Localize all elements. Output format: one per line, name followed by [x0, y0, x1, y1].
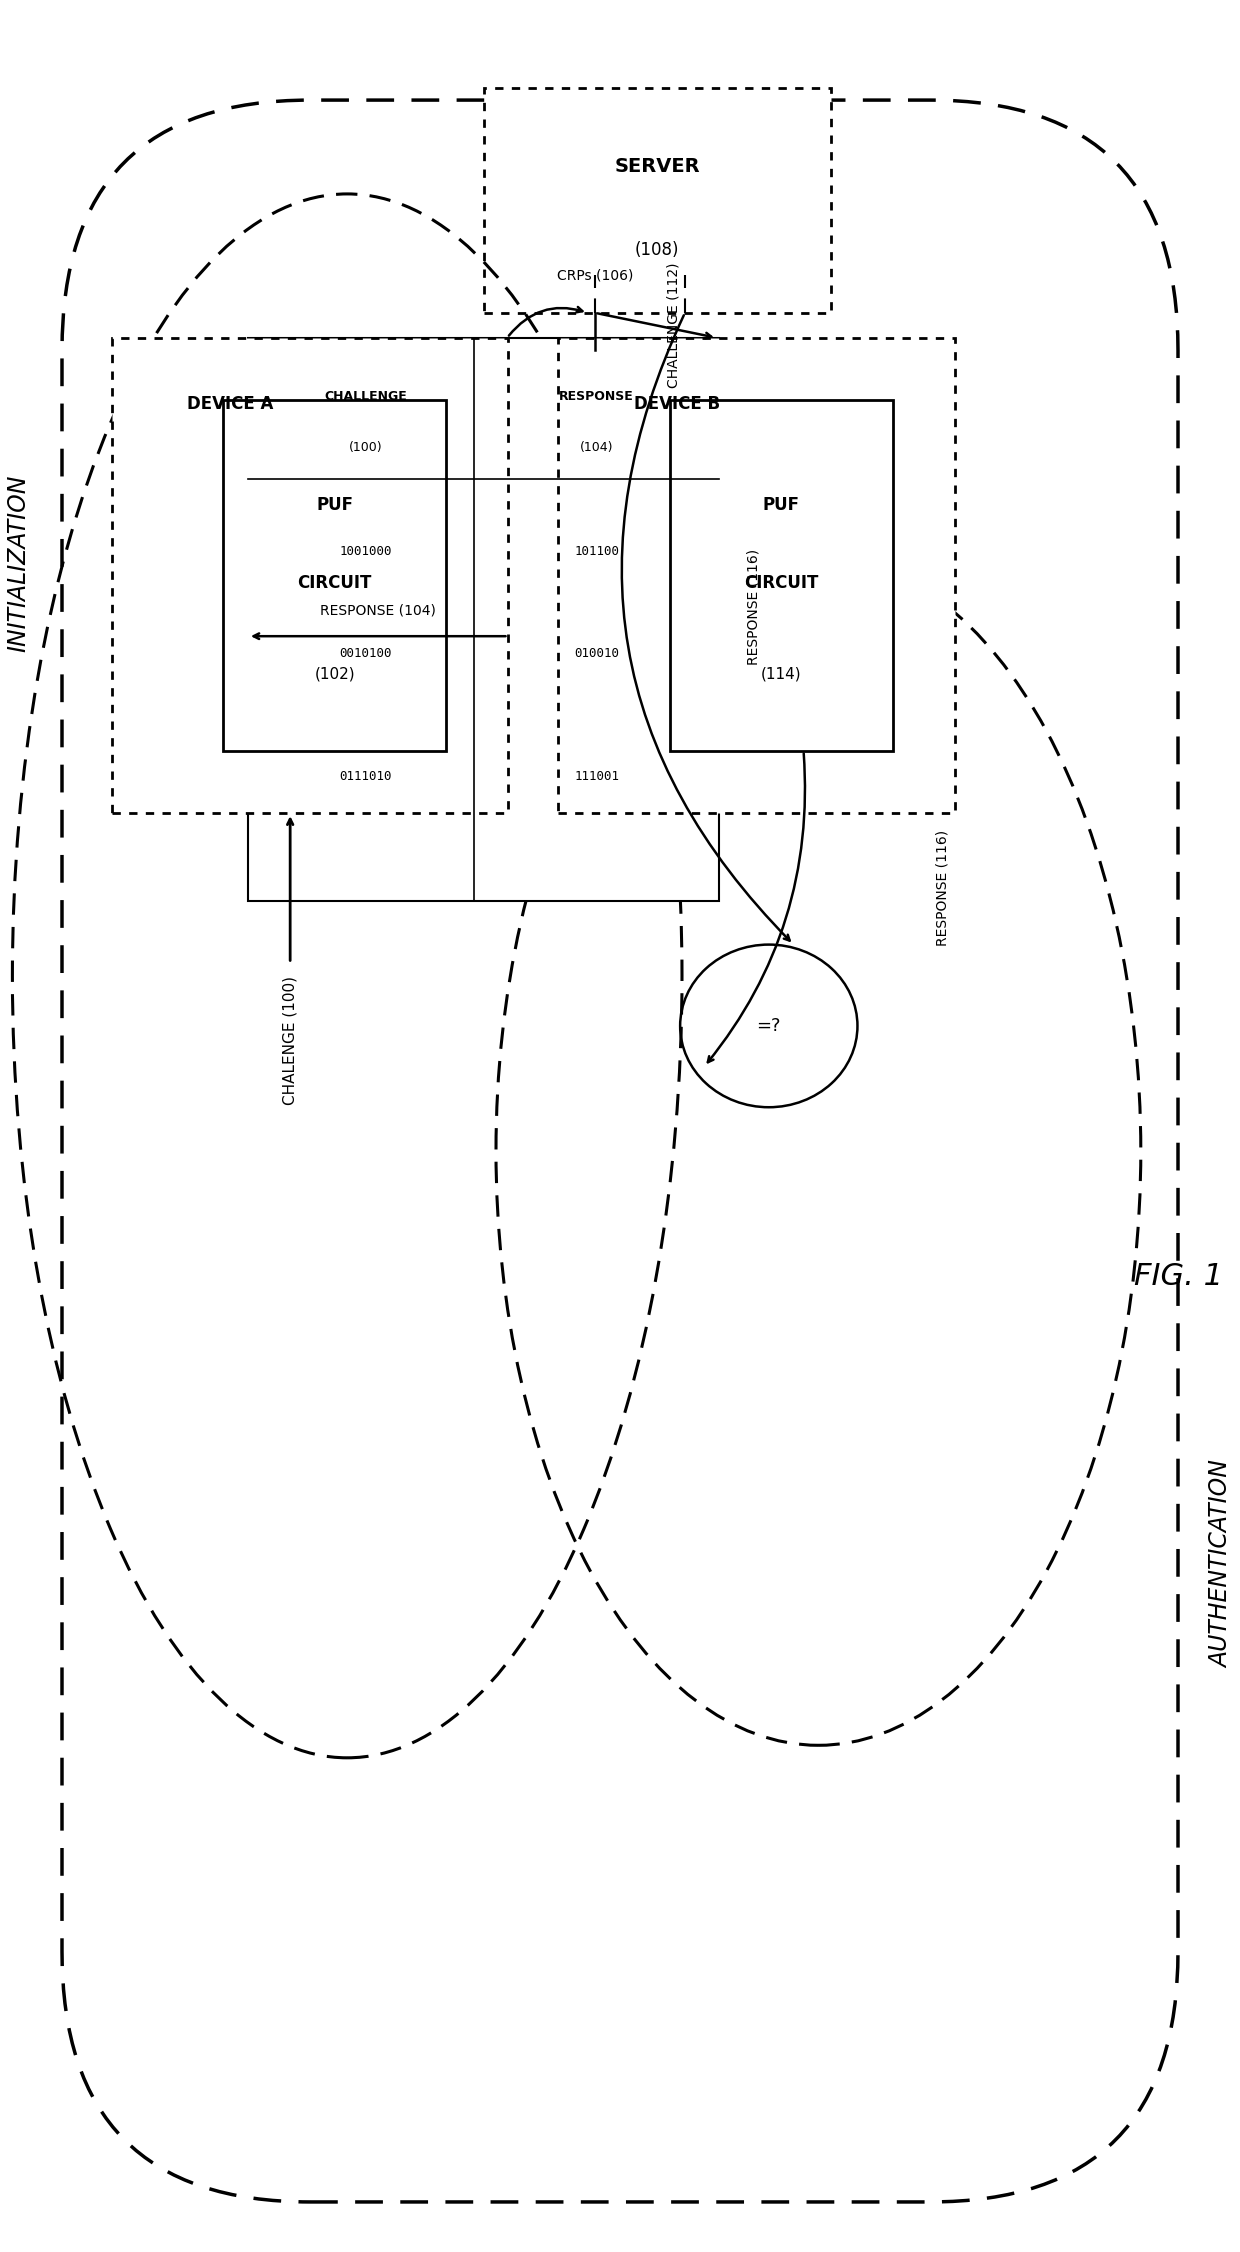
Text: CIRCUIT: CIRCUIT	[744, 574, 818, 592]
Text: (114): (114)	[761, 667, 801, 680]
Bar	[223, 401, 446, 750]
Bar	[670, 401, 893, 750]
Text: SERVER: SERVER	[614, 158, 701, 176]
Bar	[248, 338, 719, 901]
Text: CHALLENGE: CHALLENGE	[325, 390, 407, 403]
Bar	[484, 88, 831, 313]
Text: CHALLENGE (112): CHALLENGE (112)	[666, 263, 681, 387]
Text: RESPONSE (116): RESPONSE (116)	[746, 549, 760, 664]
Text: (108): (108)	[635, 241, 680, 259]
Text: CRPs (106): CRPs (106)	[557, 268, 634, 282]
Text: RESPONSE (104): RESPONSE (104)	[320, 604, 436, 617]
Text: RESPONSE: RESPONSE	[559, 390, 634, 403]
Text: (104): (104)	[580, 441, 614, 455]
Text: 0010100: 0010100	[340, 646, 392, 660]
Text: PUF: PUF	[316, 495, 353, 513]
Text: 010010: 010010	[574, 646, 619, 660]
Text: 1001000: 1001000	[340, 545, 392, 558]
Bar	[558, 338, 955, 813]
Text: =?: =?	[756, 1018, 781, 1036]
Text: DEVICE A: DEVICE A	[187, 396, 274, 414]
Text: AUTHENTICATION: AUTHENTICATION	[1209, 1459, 1234, 1669]
Text: (102): (102)	[315, 667, 355, 680]
Text: PUF: PUF	[763, 495, 800, 513]
Text: (100): (100)	[348, 441, 383, 455]
Text: RESPONSE (116): RESPONSE (116)	[935, 831, 950, 946]
Text: 0111010: 0111010	[340, 770, 392, 784]
Text: 111001: 111001	[574, 770, 619, 784]
Text: 101100: 101100	[574, 545, 619, 558]
Text: FIG. 1: FIG. 1	[1133, 1261, 1223, 1290]
Text: INITIALIZATION: INITIALIZATION	[6, 475, 31, 651]
Text: CHALENGE (100): CHALENGE (100)	[283, 975, 298, 1106]
Text: CIRCUIT: CIRCUIT	[298, 574, 372, 592]
Text: DEVICE B: DEVICE B	[634, 396, 720, 414]
Bar	[112, 338, 508, 813]
